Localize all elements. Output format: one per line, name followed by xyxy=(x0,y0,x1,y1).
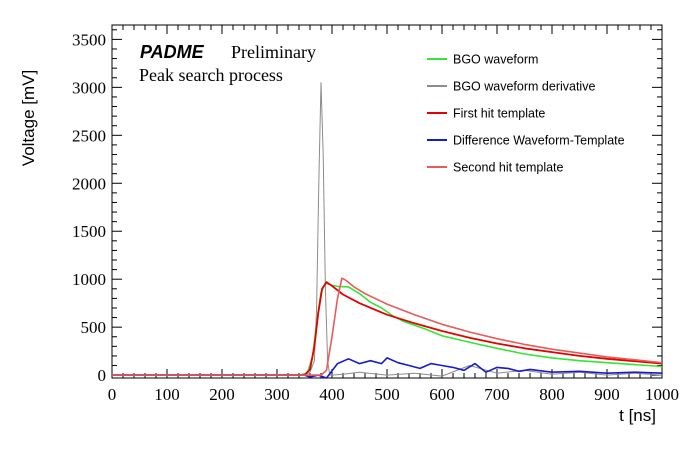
y-tick-label: 3000 xyxy=(72,78,106,97)
y-tick-label: 2500 xyxy=(72,126,106,145)
series-line-1 xyxy=(112,282,663,376)
x-tick-label: 300 xyxy=(264,385,290,404)
y-tick-label: 1000 xyxy=(72,270,106,289)
brand-label: PADME xyxy=(140,42,205,62)
y-tick-label: 2000 xyxy=(72,174,106,193)
legend: BGO waveform BGO waveform derivative First… xyxy=(427,53,625,175)
legend-label: BGO waveform xyxy=(453,53,538,67)
x-tick-label: 800 xyxy=(539,385,565,404)
x-tick-label: 0 xyxy=(108,385,117,404)
legend-label: First hit template xyxy=(453,107,545,121)
legend-label: Second hit template xyxy=(453,161,564,175)
x-tick-label: 100 xyxy=(154,385,180,404)
x-tick-label: 200 xyxy=(209,385,235,404)
x-tick-label: 500 xyxy=(374,385,400,404)
series-line-5 xyxy=(112,277,663,376)
x-tick-label: 1000 xyxy=(645,385,679,404)
x-tick-label: 400 xyxy=(319,385,345,404)
series-line-3 xyxy=(112,281,663,377)
series-line-4 xyxy=(112,357,663,379)
y-tick-label: 500 xyxy=(81,318,107,337)
y-tick-label: 1500 xyxy=(72,222,106,241)
legend-label: BGO waveform derivative xyxy=(453,80,595,94)
y-axis-title: Voltage [mV] xyxy=(19,70,38,166)
legend-label: Difference Waveform-Template xyxy=(453,134,625,148)
series-line-2 xyxy=(112,82,663,377)
axis-ticks: 0 100 200 300 400 500 600 700 800 900 1000 0 500 1000… xyxy=(72,25,679,404)
x-tick-label: 600 xyxy=(429,385,455,404)
y-tick-label: 0 xyxy=(98,366,107,385)
preliminary-label: Preliminary xyxy=(231,42,316,62)
x-tick-label: 700 xyxy=(484,385,510,404)
x-axis-title: t [ns] xyxy=(619,406,656,425)
series-layer xyxy=(112,82,663,379)
y-tick-label: 3500 xyxy=(72,30,106,49)
annotation-subtitle: Peak search process xyxy=(139,65,283,85)
x-tick-label: 900 xyxy=(594,385,620,404)
